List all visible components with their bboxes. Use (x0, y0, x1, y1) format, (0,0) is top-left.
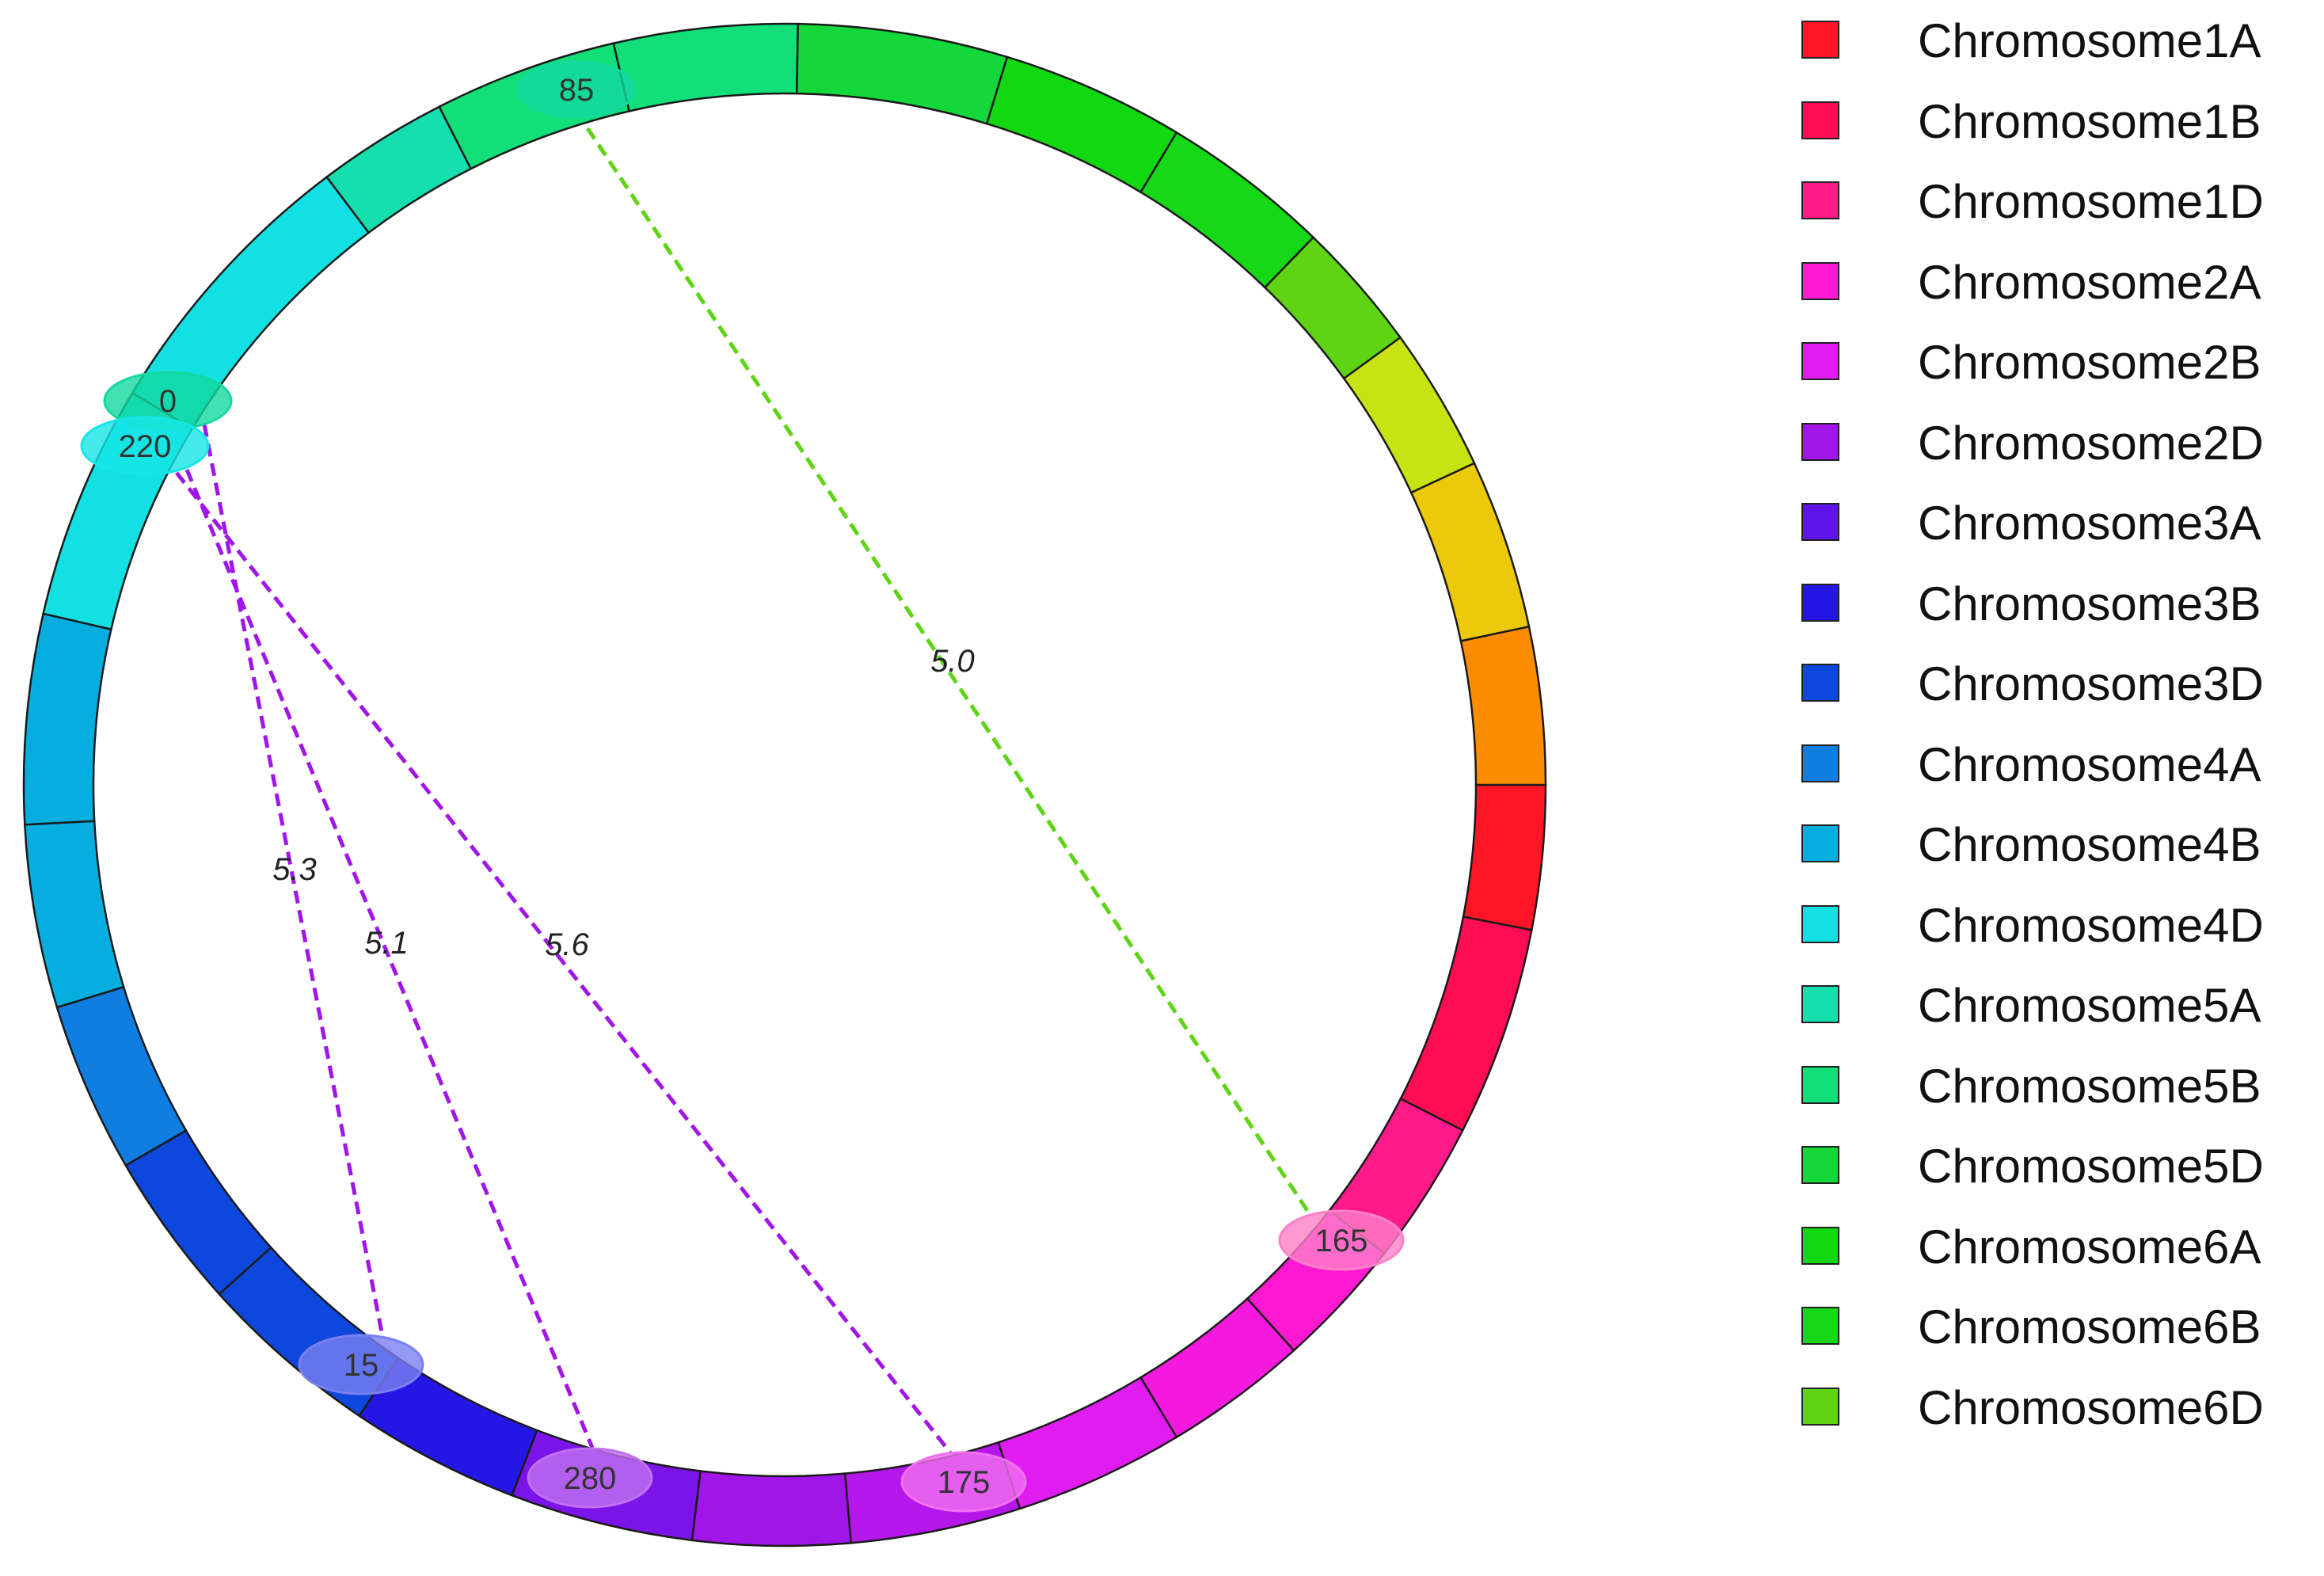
legend-item: Chromosome6D (1801, 1380, 2308, 1464)
position-marker: 220 (80, 416, 210, 476)
marker-label: 220 (119, 429, 172, 464)
ring-segment (1399, 916, 1533, 1132)
position-marker: 165 (1278, 1209, 1405, 1271)
position-marker: 175 (900, 1451, 1027, 1513)
link-line (202, 424, 385, 1337)
legend-label: Chromosome6A (1918, 1220, 2261, 1273)
legend-item: Chromosome3B (1801, 577, 2308, 660)
legend-label: Chromosome2A (1918, 255, 2261, 309)
legend-swatch (1801, 1307, 1839, 1345)
ring-segment (997, 1376, 1178, 1510)
legend-swatch (1801, 342, 1839, 380)
legend-item: Chromosome6B (1801, 1302, 2308, 1383)
chromosome-legend: Chromosome1A Chromosome1B Chromosome1D Chro… (1801, 16, 2308, 1463)
legend-item: Chromosome5A (1801, 980, 2308, 1061)
link-value-label: 5.0 (930, 644, 975, 679)
legend-label: Chromosome5D (1918, 1140, 2264, 1193)
legend-item: Chromosome1D (1801, 177, 2308, 257)
legend-swatch (1801, 824, 1839, 862)
ring-segment (1462, 783, 1547, 931)
legend-item: Chromosome1A (1801, 16, 2308, 97)
ring-segment (55, 985, 188, 1167)
ring-segment (22, 612, 112, 826)
marker-label: 85 (559, 73, 595, 108)
marker-ellipse (1278, 1209, 1405, 1271)
legend-swatch (1801, 985, 1839, 1023)
marker-label: 0 (159, 384, 177, 419)
legend-label: Chromosome6D (1918, 1380, 2264, 1434)
legend-swatch (1801, 261, 1839, 300)
legend-swatch (1801, 503, 1839, 541)
legend-swatch (1801, 1387, 1839, 1426)
legend-swatch (1801, 1065, 1839, 1104)
ring-segment (24, 820, 125, 1009)
legend-label: Chromosome3D (1918, 657, 2264, 710)
legend-label: Chromosome5B (1918, 1059, 2261, 1113)
position-marker: 15 (298, 1334, 424, 1395)
legend-swatch (1801, 664, 1839, 702)
link-value-labels: 5.0 5.3 5.1 5.6 (272, 644, 975, 962)
legend-label: Chromosome1D (1918, 175, 2264, 228)
ring-segment (612, 22, 800, 112)
marker-label: 175 (938, 1465, 991, 1500)
marker-label: 165 (1315, 1224, 1368, 1258)
legend-swatch (1801, 422, 1839, 461)
legend-label: Chromosome1B (1918, 94, 2261, 148)
legend-swatch (1801, 1226, 1839, 1265)
legend-item: Chromosome2A (1801, 257, 2308, 338)
marker-ellipse (527, 1447, 653, 1509)
marker-ellipse (80, 416, 210, 476)
legend-label: Chromosome4D (1918, 898, 2264, 952)
legend-label: Chromosome6B (1918, 1300, 2261, 1353)
legend-label: Chromosome2D (1918, 416, 2264, 470)
legend-swatch (1801, 904, 1839, 943)
legend-swatch (1801, 21, 1839, 59)
legend-label: Chromosome5A (1918, 979, 2261, 1032)
link-line (175, 471, 952, 1454)
position-marker: 280 (527, 1447, 653, 1509)
legend-item: Chromosome3A (1801, 498, 2308, 579)
link-line (184, 469, 595, 1448)
legend-item: Chromosome6A (1801, 1220, 2308, 1303)
legend-item: Chromosome5D (1801, 1141, 2308, 1222)
ring-segment (985, 55, 1178, 194)
marker-label: 15 (344, 1348, 379, 1383)
marker-ellipse (516, 60, 637, 119)
link-value-label: 5.1 (364, 926, 409, 961)
chromosome-ring (22, 22, 1547, 1547)
legend-swatch (1801, 583, 1839, 622)
link-value-label: 5.6 (545, 927, 589, 962)
legend-swatch (1801, 101, 1839, 139)
legend-item: Chromosome2D (1801, 416, 2308, 499)
ring-segment (690, 1470, 853, 1547)
ring-segment (1409, 462, 1531, 642)
legend-swatch (1801, 1146, 1839, 1184)
marker-label: 280 (564, 1461, 617, 1496)
position-marker: 85 (516, 60, 637, 119)
position-markers: 85 0 220 15 280 175 165 (80, 60, 1405, 1513)
legend-label: Chromosome3A (1918, 497, 2261, 550)
ring-segment (1459, 625, 1547, 786)
marker-ellipse (900, 1451, 1027, 1513)
legend-item: Chromosome4D (1801, 900, 2308, 981)
legend-label: Chromosome4B (1918, 818, 2261, 871)
legend-item: Chromosome4B (1801, 820, 2308, 900)
legend-item: Chromosome3D (1801, 659, 2308, 740)
legend-swatch (1801, 181, 1839, 219)
legend-item: Chromosome5B (1801, 1059, 2308, 1142)
legend-label: Chromosome1A (1918, 14, 2261, 67)
legend-item: Chromosome2B (1801, 337, 2308, 418)
legend-swatch (1801, 744, 1839, 782)
legend-item: Chromosome1B (1801, 94, 2308, 177)
marker-ellipse (298, 1334, 424, 1395)
link-lines (175, 127, 1310, 1454)
ring-segment (795, 22, 1009, 125)
legend-label: Chromosome4A (1918, 737, 2261, 791)
link-value-label: 5.3 (272, 852, 317, 887)
legend-item: Chromosome4A (1801, 737, 2308, 820)
legend-label: Chromosome3B (1918, 577, 2261, 630)
legend-label: Chromosome2B (1918, 336, 2261, 389)
